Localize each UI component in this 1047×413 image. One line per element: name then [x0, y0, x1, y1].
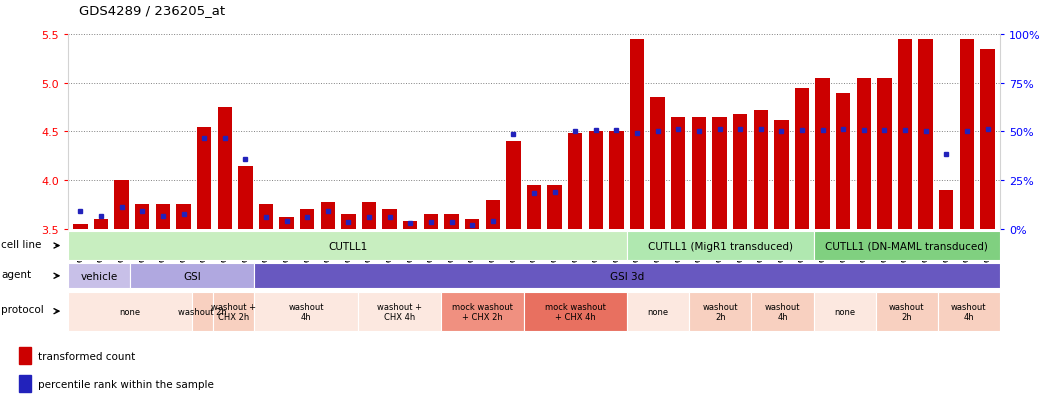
Bar	[254, 263, 1000, 289]
Text: washout +
CHX 2h: washout + CHX 2h	[211, 302, 257, 321]
Bar	[382, 210, 397, 229]
Bar	[752, 292, 814, 331]
Text: mock washout
+ CHX 2h: mock washout + CHX 2h	[451, 302, 513, 321]
Bar	[856, 79, 871, 229]
Bar	[444, 215, 459, 229]
Text: percentile rank within the sample: percentile rank within the sample	[38, 379, 214, 389]
Bar	[875, 292, 938, 331]
Text: GSI: GSI	[183, 271, 201, 281]
Bar	[816, 79, 830, 229]
Bar	[94, 219, 108, 229]
Bar	[403, 221, 418, 229]
Text: GSI 3d: GSI 3d	[610, 271, 644, 281]
Bar	[300, 210, 314, 229]
Bar	[156, 205, 170, 229]
Bar	[130, 263, 254, 289]
Bar	[588, 132, 603, 229]
Bar	[114, 181, 129, 229]
Bar	[193, 292, 213, 331]
Bar	[650, 98, 665, 229]
Bar	[424, 215, 438, 229]
Text: vehicle: vehicle	[81, 271, 117, 281]
Bar	[836, 93, 850, 229]
Text: none: none	[119, 307, 140, 316]
Bar	[280, 218, 294, 229]
Bar	[733, 115, 748, 229]
Bar	[465, 219, 480, 229]
Bar	[135, 205, 150, 229]
Bar	[358, 292, 441, 331]
Bar	[259, 205, 273, 229]
Bar	[939, 190, 954, 229]
Text: protocol: protocol	[1, 304, 44, 314]
Bar	[213, 292, 254, 331]
Bar	[176, 205, 191, 229]
Bar	[609, 132, 624, 229]
Bar	[898, 40, 912, 229]
Bar	[19, 347, 30, 365]
Bar	[960, 40, 974, 229]
Bar	[362, 202, 376, 229]
Text: transformed count: transformed count	[38, 351, 135, 361]
Text: GDS4289 / 236205_at: GDS4289 / 236205_at	[79, 4, 225, 17]
Bar	[980, 50, 995, 229]
Bar	[320, 202, 335, 229]
Bar	[527, 185, 541, 229]
Bar	[218, 108, 232, 229]
Text: washout 2h: washout 2h	[178, 307, 227, 316]
Bar	[938, 292, 1000, 331]
Text: CUTLL1: CUTLL1	[328, 241, 367, 251]
Bar	[567, 134, 582, 229]
Text: washout
4h: washout 4h	[288, 302, 324, 321]
Bar	[918, 40, 933, 229]
Bar	[506, 142, 520, 229]
Bar	[238, 166, 252, 229]
Bar	[19, 375, 30, 392]
Bar	[486, 200, 500, 229]
Bar	[774, 121, 788, 229]
Bar	[441, 292, 524, 331]
Bar	[814, 292, 875, 331]
Bar	[627, 231, 814, 261]
Bar	[814, 231, 1000, 261]
Text: none: none	[648, 307, 669, 316]
Text: washout +
CHX 4h: washout + CHX 4h	[377, 302, 422, 321]
Text: mock washout
+ CHX 4h: mock washout + CHX 4h	[544, 302, 606, 321]
Bar	[68, 263, 130, 289]
Bar	[197, 127, 211, 229]
Text: agent: agent	[1, 270, 31, 280]
Bar	[548, 185, 562, 229]
Text: CUTLL1 (MigR1 transduced): CUTLL1 (MigR1 transduced)	[648, 241, 793, 251]
Bar	[341, 215, 356, 229]
Bar	[68, 231, 627, 261]
Text: washout
2h: washout 2h	[889, 302, 925, 321]
Bar	[68, 292, 193, 331]
Bar	[712, 118, 727, 229]
Bar	[254, 292, 358, 331]
Bar	[73, 224, 88, 229]
Bar	[754, 111, 767, 229]
Text: washout
4h: washout 4h	[951, 302, 986, 321]
Bar	[627, 292, 689, 331]
Bar	[692, 118, 706, 229]
Text: washout
2h: washout 2h	[703, 302, 738, 321]
Text: CUTLL1 (DN-MAML transduced): CUTLL1 (DN-MAML transduced)	[825, 241, 988, 251]
Bar	[671, 118, 686, 229]
Bar	[795, 88, 809, 229]
Bar	[877, 79, 892, 229]
Bar	[524, 292, 627, 331]
Text: cell line: cell line	[1, 240, 42, 249]
Bar	[630, 40, 644, 229]
Bar	[689, 292, 752, 331]
Text: washout
4h: washout 4h	[764, 302, 800, 321]
Text: none: none	[834, 307, 855, 316]
